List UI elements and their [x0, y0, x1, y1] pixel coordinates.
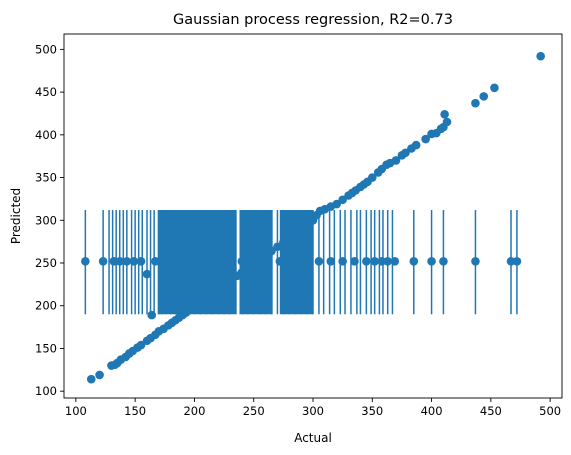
data-point-115 — [471, 256, 480, 266]
data-point-85 — [122, 256, 132, 266]
data-point-98 — [249, 256, 259, 266]
data-point-43 — [284, 233, 294, 243]
data-point-46 — [302, 221, 312, 230]
data-point-10 — [136, 340, 146, 350]
data-point-35 — [237, 268, 247, 277]
y-tick-label-0: 100 — [35, 384, 57, 398]
x-tick-label-1: 150 — [124, 404, 146, 418]
y-tick-label-5: 350 — [35, 171, 57, 185]
data-point-109 — [377, 256, 387, 266]
data-point-110 — [383, 256, 393, 266]
data-point-60 — [367, 173, 377, 182]
data-point-101 — [288, 256, 298, 266]
data-point-82 — [98, 256, 108, 266]
x-tick-label-7: 450 — [480, 404, 502, 418]
data-point-0 — [86, 374, 96, 384]
data-point-87 — [136, 256, 146, 266]
y-tick-label-2: 200 — [35, 299, 57, 313]
x-tick-label-0: 100 — [65, 404, 87, 418]
y-tick-label-1: 150 — [35, 341, 57, 355]
chart-title: Gaussian process regression, R2=0.73 — [173, 12, 453, 28]
data-point-105 — [338, 256, 347, 266]
data-point-97 — [237, 256, 247, 266]
data-point-96 — [225, 256, 235, 266]
data-point-111 — [390, 256, 400, 266]
y-tick-label-7: 450 — [35, 85, 57, 99]
data-point-99 — [263, 256, 273, 266]
y-tick-label-6: 400 — [35, 128, 57, 142]
data-point-1 — [95, 370, 104, 380]
data-point-79 — [490, 83, 499, 93]
data-point-116 — [506, 256, 516, 266]
data-point-45 — [296, 225, 306, 234]
x-tick-label-6: 400 — [421, 404, 443, 418]
data-point-89 — [147, 310, 157, 320]
data-point-36 — [243, 263, 253, 273]
data-point-91 — [164, 256, 173, 266]
data-point-86 — [129, 256, 139, 266]
data-point-42 — [279, 238, 288, 247]
x-axis-ticks: 100 150 200 250 300 350 400 450 500 — [65, 398, 561, 418]
data-point-41 — [273, 242, 282, 252]
data-point-78 — [479, 92, 489, 101]
y-tick-label-3: 250 — [35, 256, 57, 270]
x-tick-label-3: 250 — [243, 404, 265, 418]
data-point-113 — [427, 256, 436, 266]
data-point-52 — [332, 199, 342, 209]
data-point-83 — [109, 256, 119, 266]
data-point-107 — [362, 256, 371, 266]
data-point-104 — [326, 256, 336, 266]
data-point-94 — [201, 256, 211, 266]
data-point-53 — [338, 195, 347, 205]
x-tick-label-2: 200 — [183, 404, 205, 418]
data-point-108 — [370, 256, 379, 266]
data-point-80 — [536, 51, 545, 61]
data-point-92 — [173, 256, 183, 266]
data-point-77 — [471, 98, 480, 108]
y-tick-label-4: 300 — [35, 213, 57, 227]
y-axis-label: Predicted — [9, 188, 23, 244]
data-point-102 — [302, 256, 312, 266]
data-point-67 — [401, 148, 410, 158]
x-tick-label-8: 500 — [539, 404, 561, 418]
data-point-114 — [439, 256, 448, 266]
data-point-90 — [151, 256, 160, 266]
data-point-76 — [442, 117, 452, 127]
data-point-88 — [142, 269, 152, 279]
data-point-75 — [440, 110, 449, 119]
x-tick-label-4: 300 — [302, 404, 324, 418]
data-point-117 — [512, 256, 522, 266]
data-point-103 — [314, 256, 324, 266]
data-point-69 — [411, 140, 421, 150]
y-tick-label-8: 500 — [35, 42, 57, 56]
data-point-106 — [350, 256, 359, 266]
x-tick-label-5: 350 — [361, 404, 383, 418]
x-axis-label: Actual — [294, 431, 332, 445]
data-point-40 — [267, 246, 276, 256]
data-points — [81, 51, 545, 384]
y-axis-ticks: 100 150 200 250 300 350 400 450 500 — [35, 42, 64, 398]
data-point-84 — [115, 256, 125, 266]
data-point-112 — [409, 256, 419, 266]
data-point-93 — [185, 256, 194, 266]
data-point-95 — [213, 256, 223, 266]
data-point-100 — [275, 256, 285, 266]
data-point-65 — [391, 156, 401, 165]
data-point-44 — [290, 229, 300, 239]
data-point-81 — [81, 256, 90, 266]
data-point-70 — [421, 134, 430, 144]
